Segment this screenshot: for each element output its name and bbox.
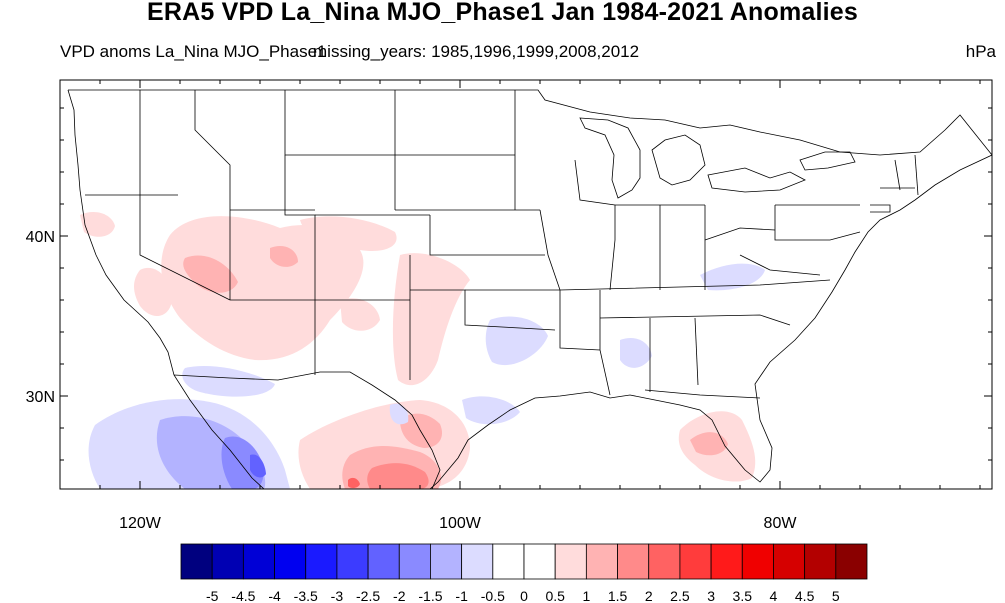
- colorbar-label: 1.5: [608, 588, 628, 603]
- colorbar-box: [430, 543, 463, 580]
- colorbar-box: [492, 543, 525, 580]
- lat-label-30n: 30N: [26, 389, 55, 406]
- lon-label-80w: 80W: [764, 515, 798, 532]
- colorbar-box: [679, 543, 712, 580]
- colorbar: -5 -4.5 -4 -3.5 -3 -2.5 -2 -1.5 -1 -0.5 0 0.5 1 1.5 2 2…: [180, 543, 868, 603]
- units-label: hPa: [965, 42, 996, 61]
- colorbar-label: -2.5: [356, 588, 380, 603]
- colorbar-label: -5: [206, 588, 219, 603]
- colorbar-label: 1: [582, 588, 590, 603]
- plot-title: ERA5 VPD La_Nina MJO_Phase1 Jan 1984-202…: [147, 0, 858, 26]
- colorbar-box: [585, 543, 618, 580]
- lon-label-100w: 100W: [439, 515, 482, 532]
- colorbar-label: -2: [393, 588, 406, 603]
- colorbar-box: [773, 543, 806, 580]
- colorbar-box: [305, 543, 338, 580]
- colorbar-box: [336, 543, 369, 580]
- axis-ticks: [60, 80, 992, 489]
- colorbar-box: [398, 543, 431, 580]
- colorbar-label: -1: [455, 588, 468, 603]
- colorbar-box: [367, 543, 400, 580]
- colorbar-label: 2.5: [670, 588, 690, 603]
- colorbar-box: [211, 543, 244, 580]
- colorbar-label: 2: [645, 588, 653, 603]
- colorbar-label: 3: [707, 588, 715, 603]
- colorbar-box: [804, 543, 837, 580]
- lat-label-40n: 40N: [26, 229, 55, 246]
- subtitle-left: VPD anoms La_Nina MJO_Phase1: [60, 42, 327, 61]
- map-frame: [59, 79, 993, 490]
- colorbar-box: [554, 543, 587, 580]
- subtitle-middle: missing_years: 1985,1996,1999,2008,2012: [313, 42, 640, 61]
- colorbar-label: 0.5: [545, 588, 565, 603]
- colorbar-box: [523, 543, 556, 580]
- colorbar-box: [461, 543, 494, 580]
- colorbar-box: [617, 543, 650, 580]
- colorbar-label: 0: [520, 588, 528, 603]
- colorbar-box: [710, 543, 743, 580]
- colorbar-box: [242, 543, 275, 580]
- colorbar-label: -4: [268, 588, 281, 603]
- colorbar-label: -3: [331, 588, 344, 603]
- lon-label-120w: 120W: [119, 515, 162, 532]
- colorbar-box: [274, 543, 307, 580]
- colorbar-label: 5: [832, 588, 840, 603]
- colorbar-label: 4: [770, 588, 778, 603]
- political-boundaries: [67, 89, 992, 489]
- colorbar-label: -1.5: [418, 588, 442, 603]
- colorbar-label: 3.5: [733, 588, 753, 603]
- colorbar-box: [741, 543, 774, 580]
- colorbar-label: -4.5: [231, 588, 255, 603]
- colorbar-box: [835, 543, 868, 580]
- colorbar-box: [648, 543, 681, 580]
- anomaly-shading: [80, 212, 765, 489]
- colorbar-box: [180, 543, 213, 580]
- colorbar-label: -0.5: [481, 588, 505, 603]
- colorbar-label: -3.5: [294, 588, 318, 603]
- colorbar-label: 4.5: [795, 588, 815, 603]
